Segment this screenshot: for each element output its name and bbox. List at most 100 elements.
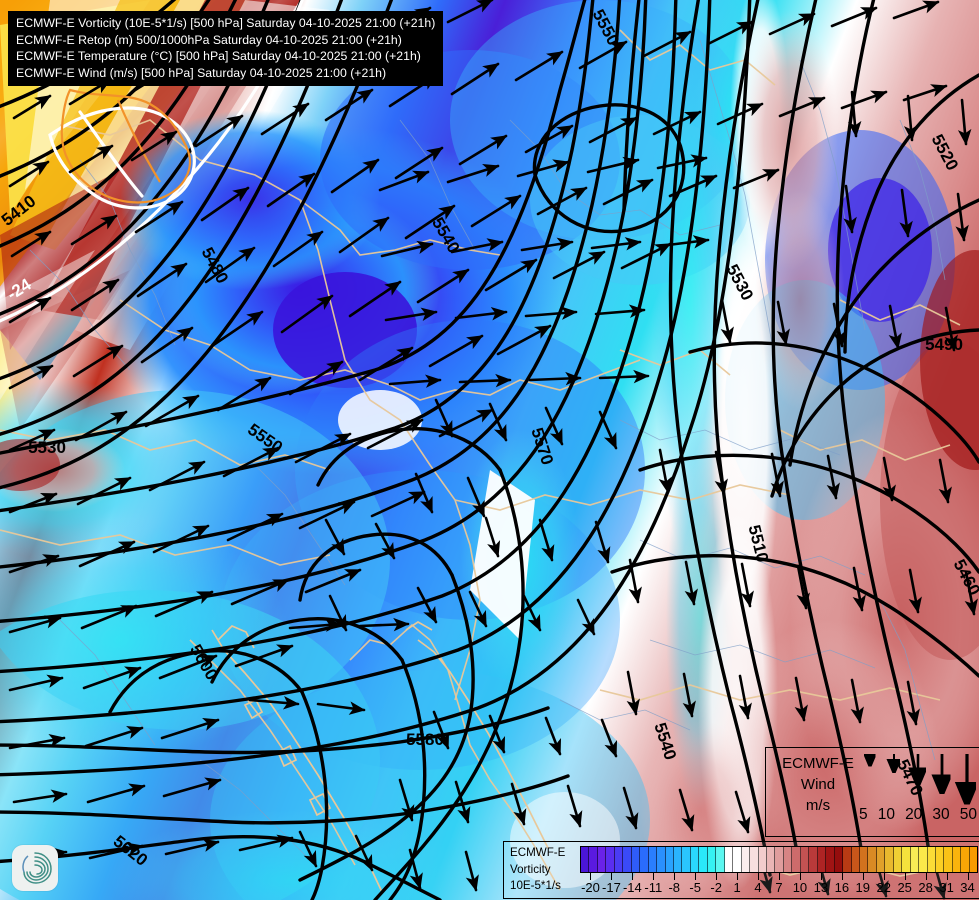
colorbar-tick-label: 28 <box>918 880 933 895</box>
colorbar-tick <box>611 873 613 880</box>
contour-label: 5490 <box>925 335 963 354</box>
colorbar-swatch-8 <box>648 847 658 872</box>
wind-legend-text: ECMWF-E Wind m/s <box>772 753 864 816</box>
colorbar-swatch-45 <box>961 847 970 872</box>
colorbar-tick-label: 13 <box>813 880 829 895</box>
colorbar-swatch-29 <box>826 847 835 872</box>
colorbar-tick-label: 19 <box>855 880 871 895</box>
colorbar-swatch-23 <box>775 847 784 872</box>
colorbar-swatch-2 <box>597 847 607 872</box>
colorbar-swatch-4 <box>614 847 624 872</box>
colorbar-swatch-44 <box>952 847 962 872</box>
colorbar-swatch-24 <box>783 847 793 872</box>
cyclone-spiral-logo[interactable] <box>12 845 58 891</box>
colorbar-tick <box>695 873 697 880</box>
colorbar-tick-label: -17 <box>602 880 621 895</box>
colorbar-swatch-36 <box>885 847 894 872</box>
colorbar-swatch-38 <box>902 847 911 872</box>
colorbar-swatch-7 <box>640 847 649 872</box>
colorbar-tick <box>904 873 906 880</box>
colorbar-tick <box>779 873 780 880</box>
colorbar-swatch-33 <box>859 847 869 872</box>
contour-label: 5580 <box>406 730 444 749</box>
colorbar-swatch-10 <box>665 847 674 872</box>
colorbar-tick-label: 22 <box>876 880 891 895</box>
wind-speed-30: 30 <box>932 806 950 823</box>
colorbar-swatch-16 <box>716 847 725 872</box>
colorbar-swatch-31 <box>843 847 852 872</box>
colorbar-swatch-30 <box>834 847 844 872</box>
colorbar-swatch-28 <box>817 847 827 872</box>
colorbar-swatch-14 <box>699 847 708 872</box>
colorbar-ticks <box>580 873 978 882</box>
header-line-retop: ECMWF-E Retop (m) 500/1000hPa Saturday 0… <box>16 32 402 47</box>
colorbar-swatch-27 <box>809 847 818 872</box>
wind-speed-20: 20 <box>905 806 923 823</box>
colorbar-swatch-43 <box>944 847 953 872</box>
header-line-vorticity: ECMWF-E Vorticity (10E-5*1/s) [500 hPa] … <box>16 16 436 30</box>
colorbar-swatch-9 <box>657 847 666 872</box>
colorbar-tick <box>883 873 885 880</box>
colorbar-tick <box>590 873 592 880</box>
colorbar-swatch-19 <box>741 847 751 872</box>
colorbar-tick <box>841 873 843 880</box>
colorbar-swatch-40 <box>919 847 928 872</box>
colorbar-tick <box>967 873 969 880</box>
colorbar-swatch-5 <box>623 847 632 872</box>
colorbar-swatches[interactable] <box>580 846 978 873</box>
colorbar-tick <box>758 873 760 880</box>
wind-legend-model: ECMWF-E <box>782 755 854 772</box>
colorbar-tick-label: -20 <box>581 880 600 895</box>
map-header-legend: ECMWF-E Vorticity (10E-5*1/s) [500 hPa] … <box>8 11 444 86</box>
colorbar-swatch-26 <box>800 847 810 872</box>
colorbar-tick <box>674 873 676 880</box>
colorbar-tick-label: 16 <box>834 880 850 895</box>
colorbar-tick <box>716 873 718 880</box>
colorbar-tick-labels: -20 -17 -14 -11 -8 -5 -2 1 4 7 10 13 16 19 22 25 28 31 34 <box>580 880 978 898</box>
colorbar-tick-label: -2 <box>710 880 722 895</box>
colorbar-tick-label: -11 <box>644 880 663 895</box>
colorbar-model: ECMWF-E <box>510 846 566 859</box>
colorbar-swatch-32 <box>851 847 860 872</box>
colorbar-tick <box>737 873 739 880</box>
wind-speed-50: 50 <box>959 806 977 823</box>
wind-speed-5: 5 <box>859 806 868 823</box>
colorbar-swatch-37 <box>893 847 903 872</box>
header-line-wind: ECMWF-E Wind (m/s) [500 hPa] Saturday 04… <box>16 65 387 80</box>
wind-legend-units: m/s <box>805 797 831 814</box>
colorbar-swatch-25 <box>792 847 801 872</box>
colorbar-tick-label: 31 <box>939 880 954 895</box>
colorbar-tick-label: 4 <box>754 880 762 895</box>
colorbar-swatch-39 <box>910 847 920 872</box>
colorbar-swatch-21 <box>758 847 767 872</box>
colorbar-swatch-0 <box>581 847 590 872</box>
colorbar-swatch-15 <box>707 847 717 872</box>
colorbar-tick-label: -14 <box>622 880 642 895</box>
header-line-temperature: ECMWF-E Temperature (°C) [500 hPa] Satur… <box>16 49 421 63</box>
colorbar-units: 10E-5*1/s <box>510 879 561 892</box>
colorbar-tick-label: 34 <box>960 880 975 895</box>
colorbar-swatch-17 <box>724 847 734 872</box>
colorbar-swatch-20 <box>750 847 759 872</box>
colorbar-swatch-35 <box>876 847 886 872</box>
wind-legend-speeds: 5 10 20 30 50 <box>859 806 977 824</box>
colorbar-swatch-11 <box>673 847 683 872</box>
wind-arrows <box>8 0 978 900</box>
colorbar-tick-label: 1 <box>733 880 741 895</box>
colorbar-tick-label: -5 <box>689 880 701 895</box>
wind-speed-10: 10 <box>877 806 895 823</box>
colorbar-swatch-1 <box>589 847 598 872</box>
colorbar-swatch-46 <box>969 847 978 872</box>
colorbar-swatch-6 <box>631 847 641 872</box>
colorbar-swatch-22 <box>766 847 776 872</box>
colorbar-tick <box>820 873 822 880</box>
colorbar-tick <box>653 873 655 880</box>
colorbar-tick <box>946 873 948 880</box>
colorbar-tick <box>862 873 864 880</box>
wind-legend-arrows <box>864 750 976 806</box>
contour-label: 5530 <box>28 438 66 457</box>
colorbar-tick-label: 25 <box>897 880 912 895</box>
vorticity-colorbar[interactable]: ECMWF-E Vorticity 10E-5*1/s -20 -17 -14 -11… <box>503 841 979 899</box>
colorbar-swatch-18 <box>733 847 742 872</box>
